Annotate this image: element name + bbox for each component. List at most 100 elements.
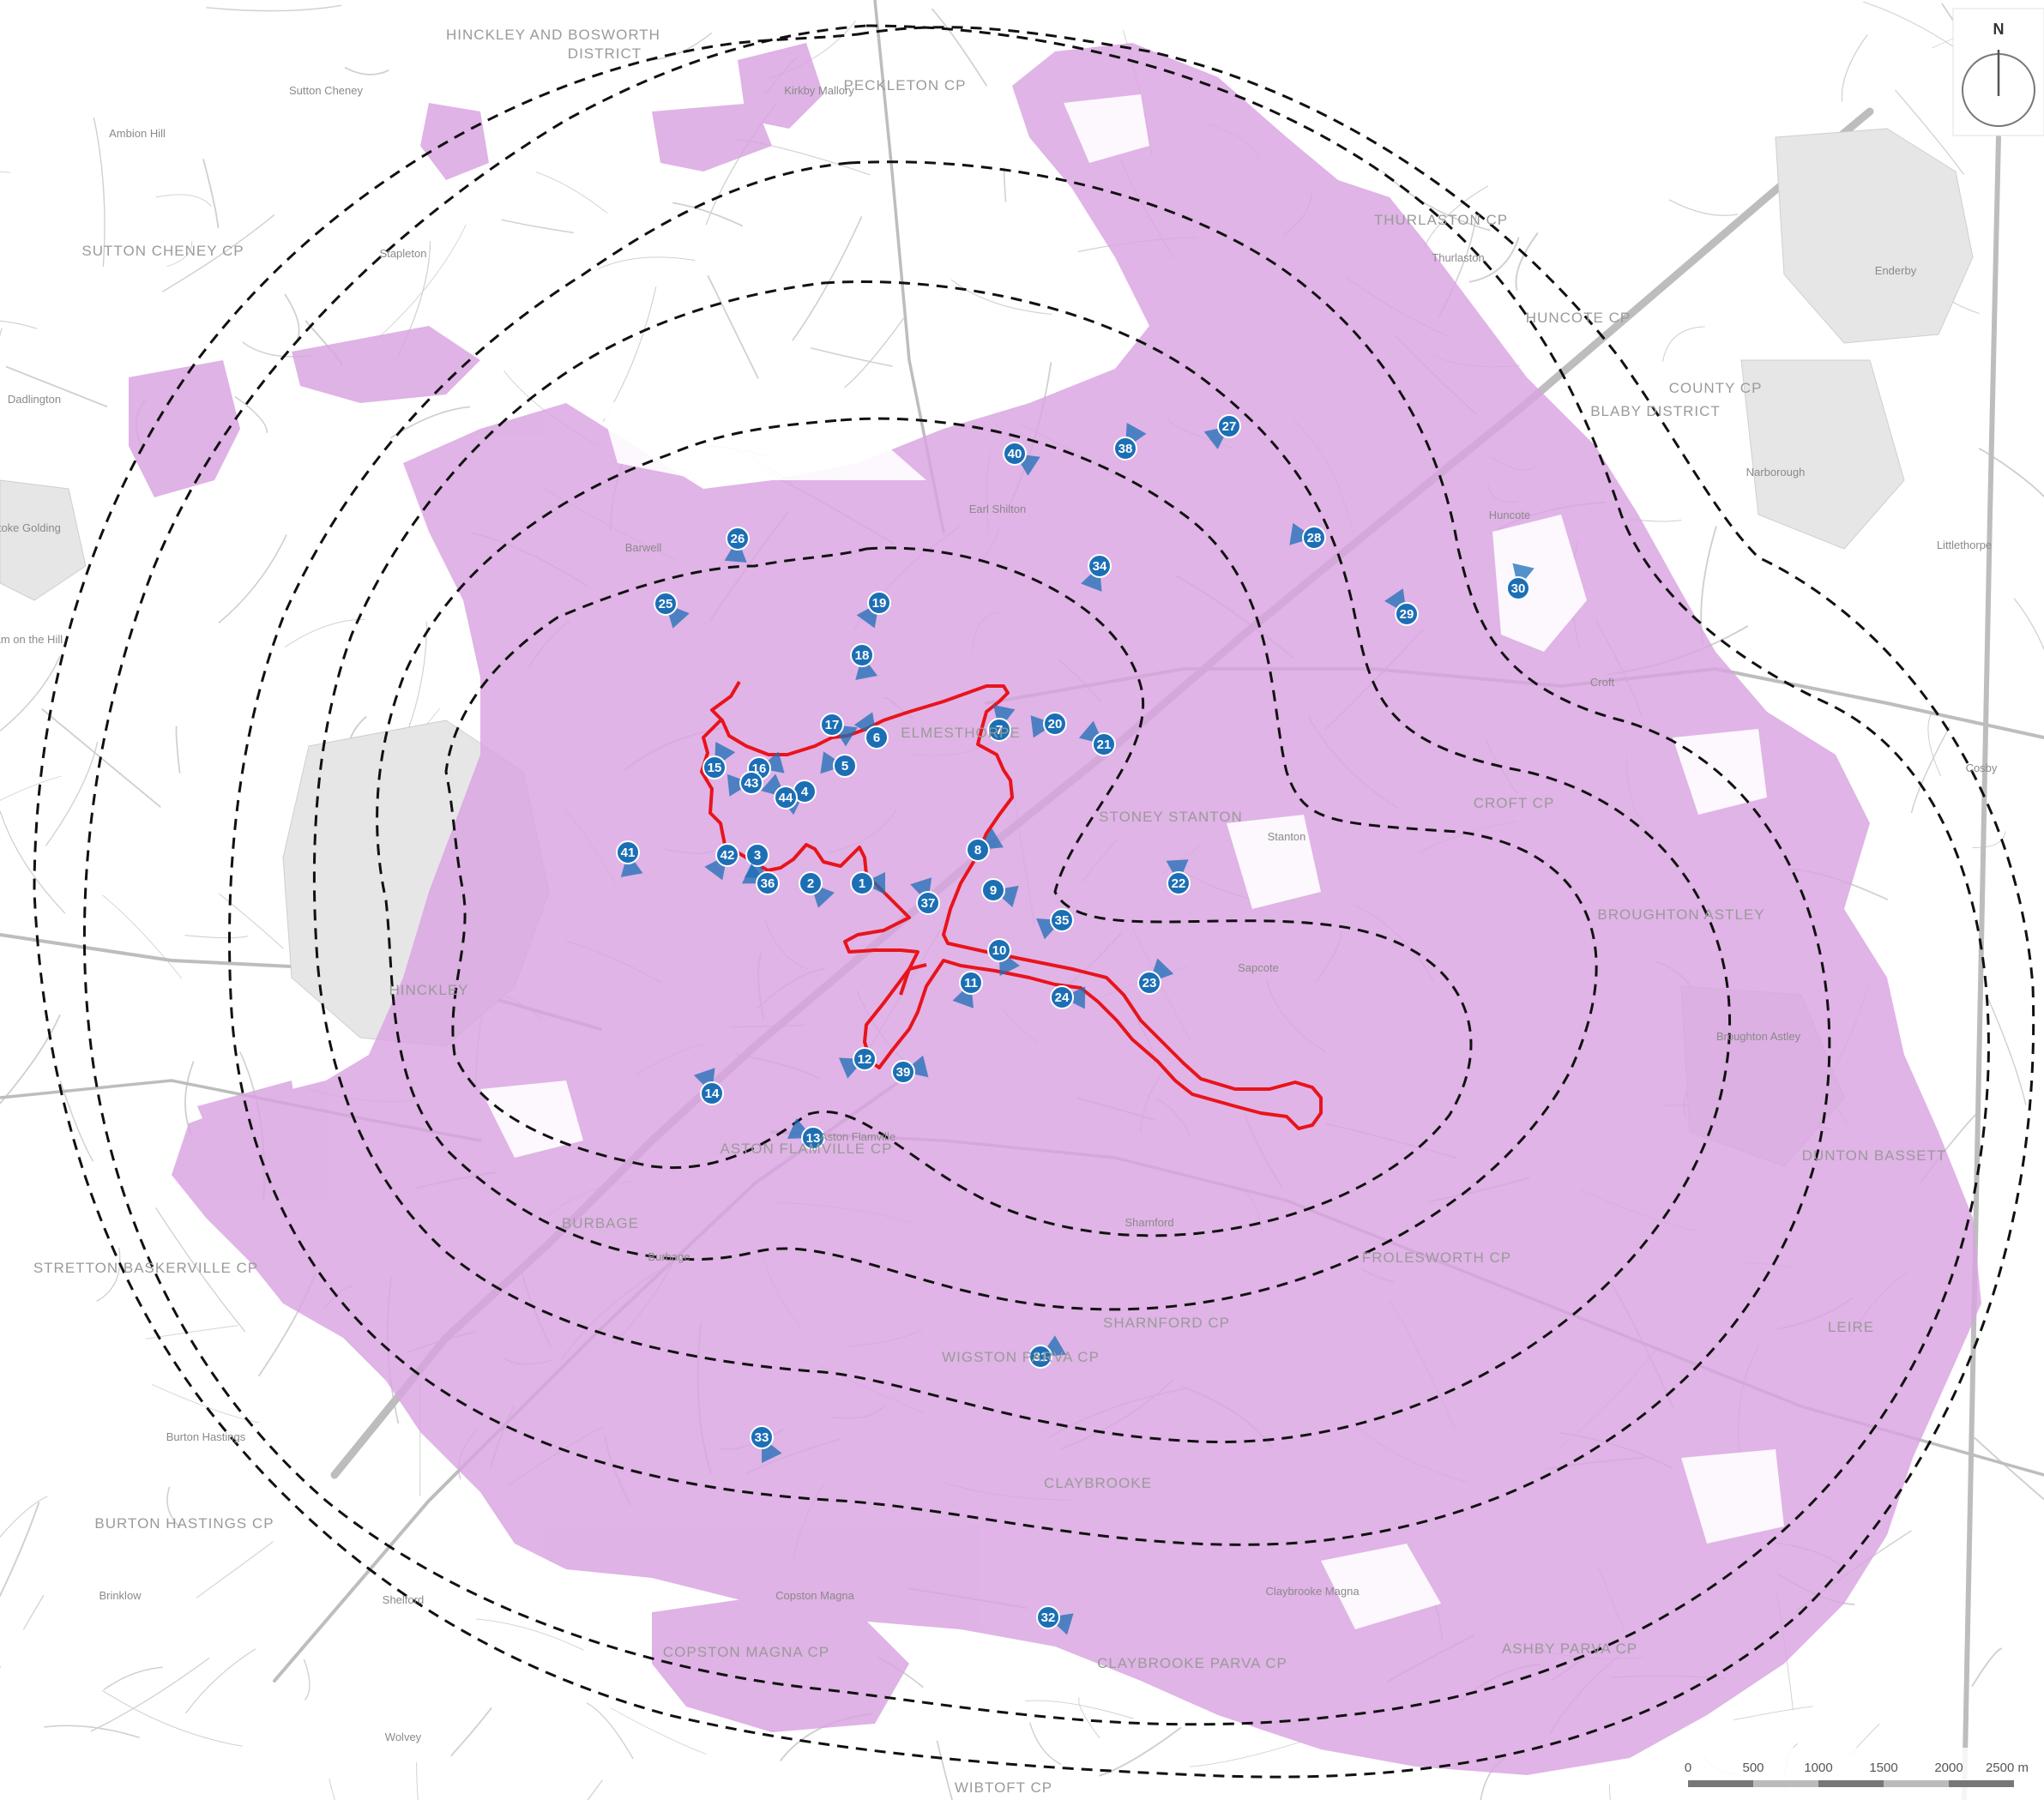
viewpoint-marker-icon: 40 [1003,442,1040,476]
viewpoint-marker-icon: 15 [702,742,736,780]
viewpoint-view-cone [820,751,845,774]
viewpoint-dot [801,1126,825,1150]
viewpoint-dot [774,786,798,810]
viewpoint-dot [833,754,857,778]
viewpoint-number: 5 [841,759,848,774]
basemap-line [844,317,905,388]
basemap-line [1025,1700,1134,1719]
basemap-line [931,8,988,87]
viewpoint-number: 7 [996,723,1003,737]
place-label: Sapcote [1238,961,1279,974]
viewpoint-number: 8 [974,843,981,858]
viewpoint-number: 1 [859,876,865,891]
place-label: BLABY DISTRICT [1590,403,1721,419]
basemap-line [175,725,181,774]
viewpoint-marker-icon: 17 [820,713,858,747]
viewpoint-dot [1395,602,1419,626]
basemap-line [1668,199,1739,216]
place-label: Sutton Cheney [289,84,364,97]
basemap-line [151,1384,260,1424]
gap-north-1 [1064,94,1149,163]
viewpoint-dot [1217,414,1241,438]
viewpoint-dot [987,938,1011,962]
scale-label-500: 500 [1742,1761,1764,1775]
viewpoint-marker-icon: 8 [966,828,1004,862]
basemap-line [950,279,1052,316]
viewpoint-marker-icon: 25 [654,592,690,629]
basemap-line [218,893,284,949]
viewpoint-dot [1043,712,1067,736]
viewpoint-number: 28 [1307,531,1322,545]
viewpoint-dot [850,871,874,895]
viewpoint-number: 10 [992,943,1007,958]
viewpoint-dot [853,1047,877,1071]
ring-1 [444,546,1473,1237]
place-label: Littlethorpe [1937,539,1992,551]
viewpoint-number: 43 [745,776,759,791]
viewpoint-dot [966,838,990,862]
basemap-line [1927,713,1941,777]
place-label: ASTON FLAMVILLE CP [721,1141,893,1157]
viewpoint-number: 33 [755,1430,769,1445]
basemap-line [1895,89,1965,175]
place-label: PECKLETON CP [843,77,966,93]
viewpoint-dot [1050,985,1074,1009]
place-labels: HINCKLEY AND BOSWORTH DISTRICT PECKLETON C… [0,27,1998,1796]
viewpoint-dot [726,527,750,551]
viewpoint-marker-icon: 6 [853,712,889,749]
place-label: Earl Shilton [969,503,1026,515]
viewpoint-marker-icon: 2 [799,871,835,908]
place-label: Enderby [1875,264,1917,277]
viewpoint-dot [1036,1605,1060,1629]
place-label: Stanton [1268,830,1306,843]
basemap-line [0,1014,61,1105]
ring-2 [376,417,1598,1311]
place-label: ASHBY PARVA CP [1502,1640,1637,1657]
zone-gaps [480,94,1784,1629]
gap-huncote [1492,515,1587,652]
viewpoint-dot [745,843,769,867]
settlement-narborough [1740,359,1905,550]
basemap-line [587,1779,603,1800]
place-label: Shelford [383,1593,424,1606]
basemap-line [284,293,300,341]
place-label: STONEY STANTON [1099,809,1243,825]
viewpoint-number: 21 [1097,737,1112,752]
viewpoint-number: 27 [1222,419,1237,434]
place-label: Cosby [1966,762,1998,774]
viewpoint-view-cone [724,539,747,563]
place-label: WIGSTON PARVA CP [942,1349,1100,1365]
basemap-line [1863,1,1957,50]
viewpoint-dot [820,713,844,737]
viewpoint-dot [981,878,1005,902]
basemap-line [792,216,863,341]
radius-rings [33,24,2035,1779]
zone-west-patch [129,360,240,497]
basemap-line [1515,232,1539,291]
scale-bar-seg-5 [1949,1780,2014,1787]
place-label: Narborough [1746,466,1806,479]
viewpoint-dot [616,840,640,864]
viewpoint-marker-icon: 18 [850,643,877,680]
place-label: COUNTY CP [1669,380,1763,396]
viewpoint-dot [1028,1345,1052,1369]
viewpoint-dot [865,725,889,749]
basemap-line [535,172,608,214]
basemap-line [2013,598,2044,651]
basemap-line [184,1648,256,1714]
viewpoint-number: 15 [708,761,722,775]
zone-main-area [172,43,1981,1775]
place-label: COPSTON MAGNA CP [663,1644,829,1660]
basemap-line [103,1666,163,1690]
viewpoint-dot [739,771,763,795]
viewpoint-marker-icon: 9 [981,878,1019,907]
viewpoint-marker-icon: 22 [1166,859,1191,895]
zone-south-patch [652,1595,909,1732]
viewpoint-marker-icon: 26 [724,527,750,563]
settlement-stoke-golding [0,479,87,601]
viewpoint-dot [750,1425,774,1449]
viewpoint-dot [850,643,874,667]
basemap-line [161,214,275,292]
viewpoint-view-cone [727,774,751,797]
